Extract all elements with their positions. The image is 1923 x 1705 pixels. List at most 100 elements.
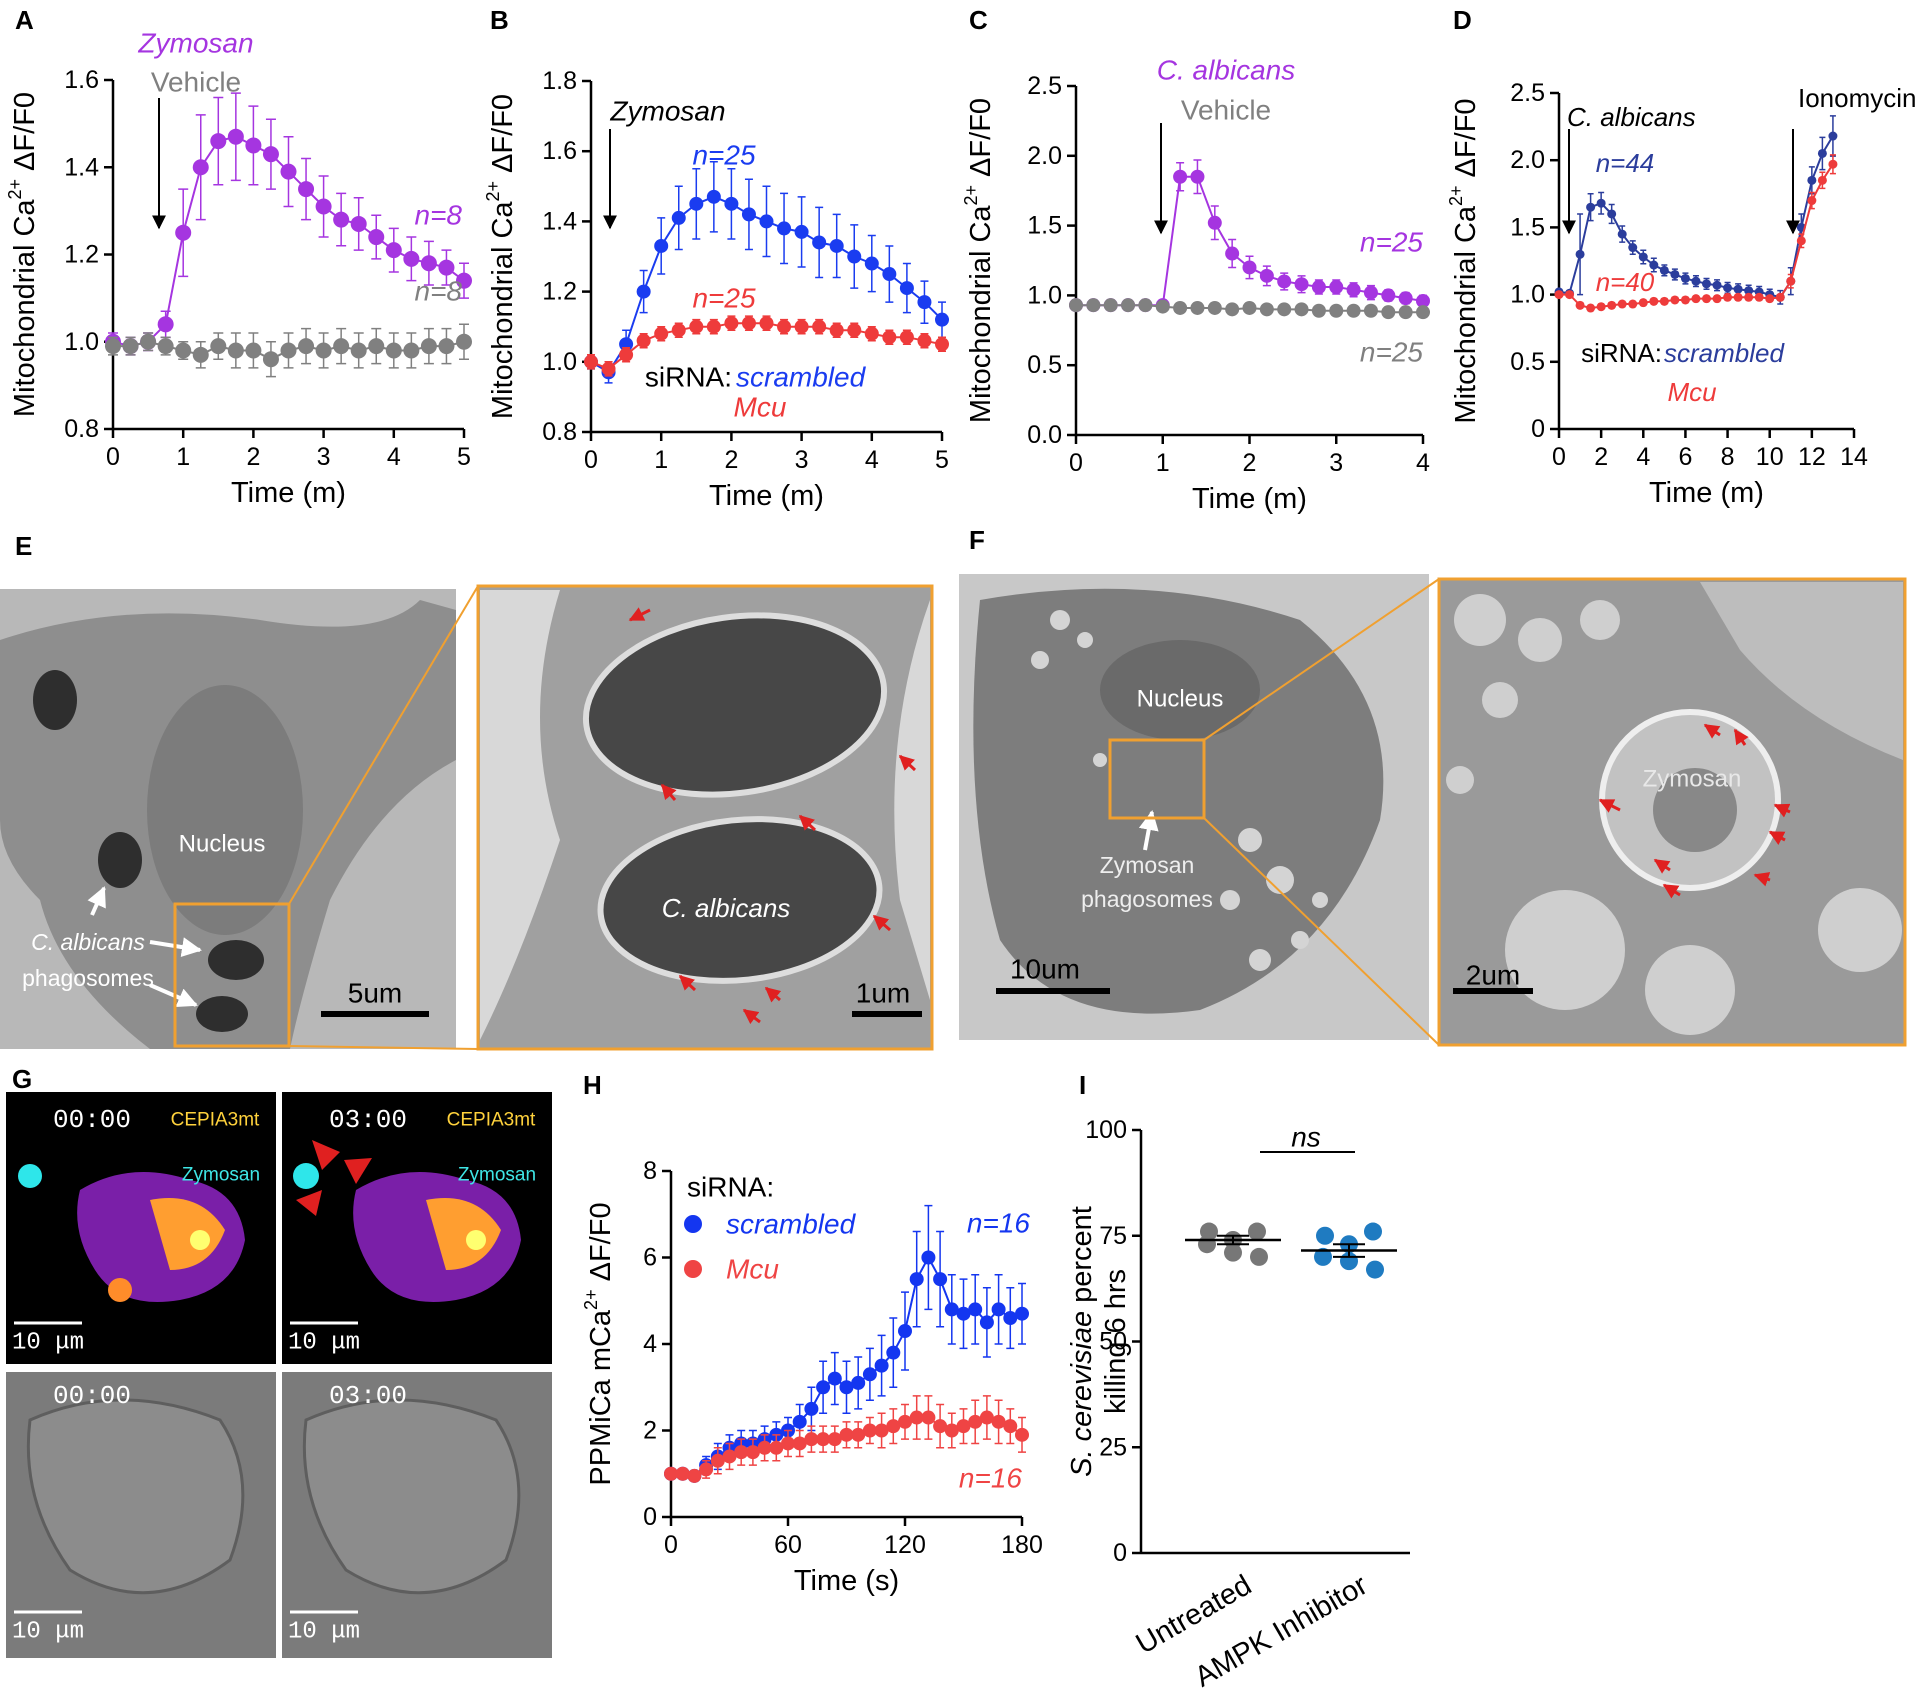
nucleus bbox=[147, 685, 303, 935]
y-tick-label: 1.2 bbox=[542, 278, 577, 306]
data-point bbox=[157, 316, 174, 333]
data-point bbox=[839, 1380, 854, 1395]
arrow bbox=[87, 886, 106, 916]
red-arrowheads bbox=[296, 1140, 372, 1216]
data-point bbox=[769, 1440, 784, 1455]
panel-letter: E bbox=[15, 531, 32, 561]
y-axis-label-part: 2+ bbox=[5, 179, 25, 200]
data-point bbox=[864, 326, 879, 341]
data-point bbox=[1190, 169, 1205, 184]
data-point bbox=[689, 196, 704, 211]
data-point bbox=[1242, 300, 1257, 315]
data-point bbox=[1638, 252, 1648, 262]
legend-label: Zymosan bbox=[137, 28, 253, 59]
data-point bbox=[759, 214, 774, 229]
scale-label: 10 μm bbox=[12, 1619, 84, 1646]
data-point bbox=[671, 323, 686, 338]
data-point bbox=[438, 338, 455, 355]
y-tick-label: 4 bbox=[643, 1330, 657, 1358]
data-point bbox=[710, 1453, 725, 1468]
arrow bbox=[149, 983, 198, 1007]
data-point bbox=[1277, 274, 1292, 289]
x-tick-label: 12 bbox=[1798, 443, 1826, 471]
x-tick-label: 180 bbox=[1001, 1531, 1043, 1559]
data-point bbox=[1190, 300, 1205, 315]
data-point bbox=[899, 281, 914, 296]
red-arrows bbox=[1598, 723, 1791, 899]
data-point bbox=[1224, 1243, 1242, 1262]
y-axis-label: killing 6 hrs bbox=[1100, 1269, 1132, 1414]
data-point bbox=[816, 1432, 831, 1447]
x-tick-label: 2 bbox=[1243, 449, 1257, 477]
inset-box bbox=[173, 902, 291, 1048]
y-tick-label: 75 bbox=[1099, 1222, 1127, 1250]
data-point bbox=[1575, 249, 1585, 259]
x-tick-label: 14 bbox=[1840, 443, 1868, 471]
x-tick-label: 4 bbox=[865, 446, 879, 474]
data-point bbox=[777, 319, 792, 334]
data-point bbox=[741, 207, 756, 222]
data-point bbox=[1250, 1247, 1268, 1266]
data-point bbox=[1225, 246, 1240, 261]
timestamp: 03:00 bbox=[329, 1105, 407, 1135]
data-point bbox=[298, 338, 315, 355]
data-point bbox=[1733, 284, 1743, 294]
y-axis-label: PPMiCa mCa2+ ΔF/F0 bbox=[581, 1202, 617, 1485]
channel-label: Zymosan bbox=[458, 1165, 536, 1186]
y-tick-label: 0 bbox=[1531, 415, 1545, 443]
data-point bbox=[1586, 202, 1596, 212]
annotation: n=44 bbox=[1596, 148, 1655, 178]
panel-letter: I bbox=[1079, 1070, 1086, 1100]
legend-label: C. albicans bbox=[1157, 55, 1296, 86]
data-point bbox=[874, 1423, 889, 1438]
y-axis-label-part: Mitochondrial Ca bbox=[965, 205, 997, 423]
data-point bbox=[1329, 280, 1344, 295]
data-point bbox=[956, 1306, 971, 1321]
data-point bbox=[921, 1250, 936, 1265]
y-axis-label-part: PPMiCa mCa bbox=[585, 1309, 617, 1486]
data-point bbox=[227, 342, 244, 359]
data-point bbox=[280, 163, 297, 180]
y-axis-label: Mitochondrial Ca2+ ΔF/F0 bbox=[483, 94, 519, 419]
scale-label: 1um bbox=[856, 978, 910, 1009]
data-point bbox=[804, 1401, 819, 1416]
data-point bbox=[584, 354, 598, 369]
label: Nucleus bbox=[1137, 686, 1224, 713]
annotation: ns bbox=[1291, 1122, 1321, 1153]
data-point bbox=[851, 1375, 866, 1390]
sem-bar bbox=[1217, 1234, 1249, 1246]
data-point bbox=[1680, 295, 1690, 305]
data-point bbox=[262, 146, 279, 163]
data-point bbox=[1733, 292, 1743, 302]
data-point bbox=[350, 215, 367, 232]
y-tick-label: 2.0 bbox=[1027, 142, 1062, 170]
data-point bbox=[245, 137, 262, 154]
data-point bbox=[956, 1419, 971, 1434]
annotation: siRNA: bbox=[645, 362, 732, 393]
data-point bbox=[1364, 1222, 1382, 1241]
data-point bbox=[1314, 1247, 1332, 1266]
cell bbox=[973, 588, 1384, 1014]
data-point bbox=[1277, 302, 1292, 317]
data-point bbox=[899, 330, 914, 345]
data-point bbox=[1628, 243, 1638, 253]
x-tick-label: 4 bbox=[1636, 443, 1650, 471]
x-tick-label: 3 bbox=[317, 443, 331, 471]
phagosome bbox=[208, 940, 264, 980]
data-point bbox=[882, 267, 897, 282]
data-point bbox=[280, 342, 297, 359]
phagosome bbox=[33, 670, 77, 730]
y-axis-label-part: ΔF/F0 bbox=[585, 1202, 617, 1281]
x-tick-label: 3 bbox=[795, 446, 809, 474]
data-point bbox=[991, 1302, 1006, 1317]
data-point bbox=[944, 1302, 959, 1317]
data-point bbox=[1173, 169, 1188, 184]
legend-label: scrambled bbox=[1664, 338, 1785, 368]
channel-label: Zymosan bbox=[182, 1165, 260, 1186]
data-point bbox=[1691, 294, 1701, 304]
y-tick-label: 0.8 bbox=[64, 415, 99, 443]
data-point bbox=[671, 210, 686, 225]
data-point bbox=[1607, 300, 1617, 310]
